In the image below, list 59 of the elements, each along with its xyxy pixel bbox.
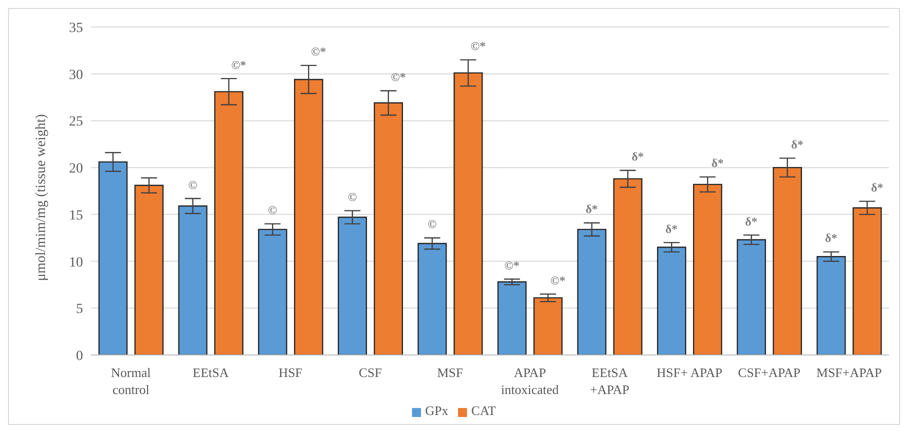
bar (772, 166, 802, 355)
legend-label: GPx (425, 403, 448, 418)
y-axis-title: μmol/mim/mg (tissue weight) (34, 114, 49, 281)
bar (214, 91, 244, 355)
annotation: © (268, 203, 278, 218)
bar (134, 184, 164, 355)
bar (374, 102, 403, 355)
bar (736, 239, 766, 355)
annotation: ©* (470, 39, 486, 54)
x-tick-label: CSF+APAP (738, 365, 801, 380)
annotation: δ* (745, 214, 758, 228)
bar (454, 72, 483, 355)
bar (418, 242, 447, 355)
annotation: ©* (390, 70, 406, 84)
y-tick-label: 30 (69, 68, 83, 83)
bar (816, 256, 846, 355)
x-tick-label: MSF+APAP (816, 365, 882, 380)
bar (577, 228, 606, 355)
annotation: ©* (231, 58, 246, 72)
x-tick-label: CSF (358, 365, 382, 380)
legend-label: CAT (471, 403, 496, 418)
bar (258, 228, 288, 355)
annotation: δ* (870, 180, 884, 195)
annotation: δ* (791, 137, 804, 152)
annotation: © (428, 217, 437, 232)
bar (852, 207, 882, 355)
bar (533, 297, 563, 355)
bar (178, 205, 208, 355)
bar (497, 281, 527, 355)
y-tick-label: 0 (76, 348, 83, 364)
y-tick-label: 10 (69, 255, 83, 270)
annotation: © (188, 178, 198, 192)
bar (693, 184, 722, 355)
y-tick-label: 15 (69, 208, 83, 224)
y-tick-label: 35 (69, 20, 83, 36)
annotation: δ* (632, 150, 644, 164)
x-tick-label: HSF (278, 365, 302, 380)
y-tick-label: 25 (69, 114, 83, 130)
bar (657, 246, 686, 355)
annotation: ©* (311, 44, 326, 59)
annotation: © (348, 190, 357, 204)
x-tick-label: EEtSA +APAP (590, 365, 630, 397)
x-tick-label: HSF+ APAP (656, 365, 722, 380)
annotation: δ* (824, 231, 838, 246)
x-tick-label: APAP intoxicated (501, 365, 560, 397)
annotation: δ* (586, 202, 598, 216)
x-tick-label: Normal control (111, 365, 152, 397)
bar (294, 78, 324, 355)
bar (98, 161, 128, 355)
annotation: ©* (550, 273, 566, 288)
x-tick-label: EEtSA (192, 365, 230, 380)
y-tick-label: 5 (76, 302, 83, 318)
annotation: ©* (504, 258, 520, 272)
bar (338, 216, 367, 355)
bar (613, 178, 642, 355)
y-tick-label: 20 (69, 162, 83, 177)
annotation: δ* (665, 222, 678, 236)
annotation: δ* (711, 156, 724, 170)
x-tick-label: MSF (437, 365, 464, 380)
